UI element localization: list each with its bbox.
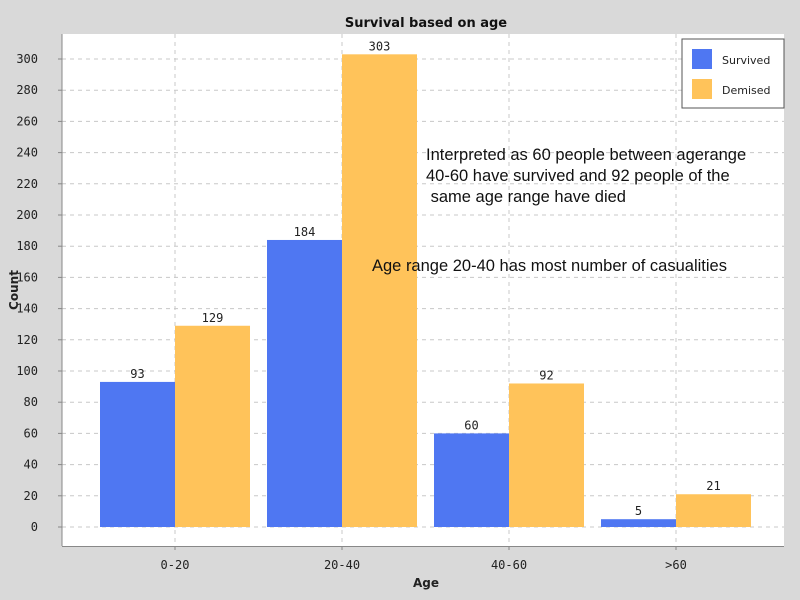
- y-tick-label: 260: [16, 114, 38, 128]
- legend-swatch-demised: [692, 79, 712, 99]
- data-label-survived-2: 60: [464, 418, 478, 432]
- y-tick-label: 120: [16, 333, 38, 347]
- data-labels: 93 184 60 5 129 303 92 21: [130, 39, 720, 518]
- y-tick-label: 220: [16, 177, 38, 191]
- chart-title: Survival based on age: [345, 16, 507, 31]
- y-tick-label: 100: [16, 364, 38, 378]
- bar-demised-3: [676, 494, 751, 527]
- x-tick-label: >60: [665, 558, 687, 572]
- y-tick-label: 0: [31, 520, 38, 534]
- data-label-survived-0: 93: [130, 367, 144, 381]
- data-label-demised-2: 92: [539, 368, 553, 382]
- interpretation-line-3: same age range have died: [426, 188, 626, 206]
- bar-survived-1: [267, 239, 342, 527]
- y-tick-label: 200: [16, 208, 38, 222]
- x-axis-ticks: 0-20 20-40 40-60 >60: [161, 546, 687, 572]
- y-tick-label: 140: [16, 302, 38, 316]
- y-tick-label: 80: [24, 395, 38, 409]
- bar-demised-2: [509, 383, 584, 527]
- most-casualties-annotation: Age range 20-40 has most number of casua…: [372, 257, 727, 275]
- y-tick-label: 180: [16, 239, 38, 253]
- interpretation-line-2: 40-60 have survived and 92 people of the: [426, 167, 730, 185]
- y-tick-label: 280: [16, 83, 38, 97]
- data-label-demised-1: 303: [369, 39, 391, 53]
- bar-survived-2: [434, 433, 509, 527]
- bars: [100, 54, 751, 527]
- y-tick-label: 300: [16, 52, 38, 66]
- x-tick-label: 0-20: [161, 558, 190, 572]
- y-tick-label: 240: [16, 146, 38, 160]
- interpretation-annotation: Interpreted as 60 people between agerang…: [426, 145, 746, 208]
- y-tick-label: 20: [24, 489, 38, 503]
- y-axis-title: Count: [7, 270, 21, 310]
- y-axis-ticks: 0 20 40 60 80 100 120 140 160 180 200 220 240 260 280 3…: [16, 52, 62, 534]
- bar-demised-1: [342, 54, 417, 527]
- legend-label-survived: Survived: [722, 54, 770, 67]
- data-label-demised-3: 21: [706, 479, 720, 493]
- bar-survived-0: [100, 381, 175, 527]
- legend-label-demised: Demised: [722, 84, 771, 97]
- y-tick-label: 40: [24, 458, 38, 472]
- x-tick-label: 40-60: [491, 558, 527, 572]
- legend: Survived Demised: [681, 38, 785, 109]
- data-label-demised-0: 129: [202, 311, 224, 325]
- data-label-survived-3: 5: [635, 504, 642, 518]
- y-tick-label: 160: [16, 270, 38, 284]
- interpretation-line-1: Interpreted as 60 people between agerang…: [426, 146, 747, 164]
- data-label-survived-1: 184: [294, 225, 316, 239]
- y-tick-label: 60: [24, 426, 38, 440]
- x-tick-label: 20-40: [324, 558, 360, 572]
- bar-demised-0: [175, 325, 250, 527]
- bar-survived-3: [601, 519, 676, 527]
- legend-swatch-survived: [692, 49, 712, 69]
- x-axis-title: Age: [413, 576, 439, 590]
